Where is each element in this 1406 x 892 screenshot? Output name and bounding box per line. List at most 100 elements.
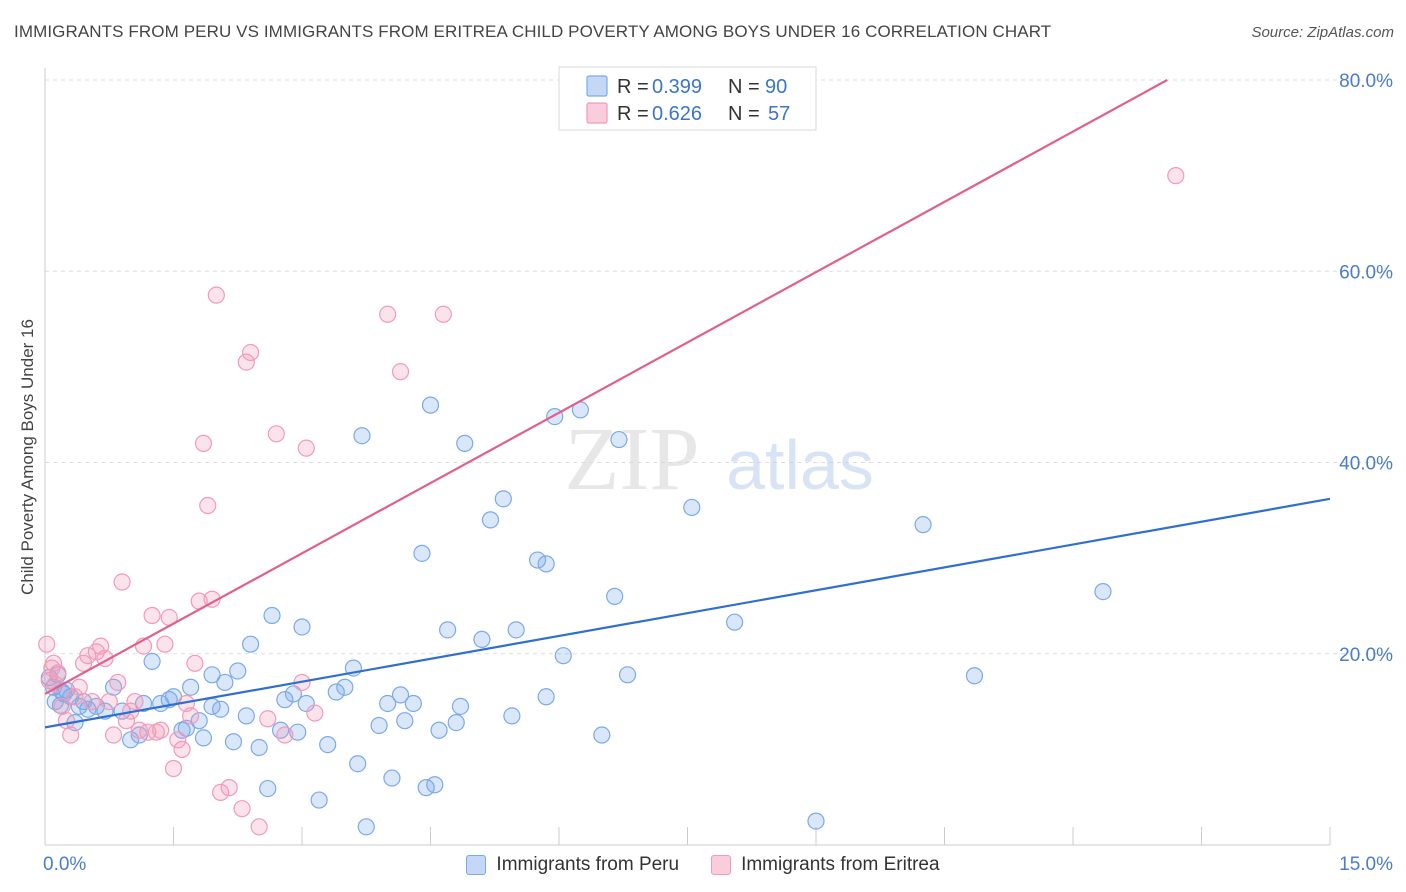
point-eritrea-56 [391,363,410,381]
point-peru-43 [289,723,307,741]
legend-swatch-eritrea-bottom [711,855,732,875]
point-peru-65 [439,621,457,639]
legend-swatch-eritrea [586,102,608,124]
point-peru-58 [396,712,414,730]
point-peru-74 [528,551,547,569]
point-eritrea-37 [186,654,204,672]
x-tick-label-1: 15.0% [1339,854,1393,875]
point-peru-83 [618,666,637,684]
legend-label-eritrea: Immigrants from Eritrea [741,854,940,875]
point-peru-71 [494,490,512,508]
point-eritrea-46 [237,353,255,371]
legend-item-peru: Immigrants from Peru [466,854,679,876]
point-peru-20 [143,652,161,671]
point-peru-33 [224,733,243,751]
point-eritrea-20 [113,573,131,591]
point-peru-51 [349,755,367,773]
point-peru-47 [319,735,337,754]
point-peru-45 [297,694,315,713]
point-peru-82 [610,430,628,449]
point-eritrea-29 [152,721,170,739]
point-peru-66 [447,713,465,732]
point-peru-35 [237,707,255,725]
point-peru-84 [683,498,701,517]
point-peru-67 [451,697,470,715]
point-peru-28 [194,729,213,747]
point-peru-70 [481,511,500,529]
point-peru-31 [212,700,230,718]
chart-source: Source: ZipAtlas.com [1251,24,1394,41]
legend-n-label-eritrea: N = [728,103,760,125]
point-eritrea-43 [212,783,230,802]
y-tick-label-3: 80.0% [1339,71,1393,92]
point-peru-54 [370,716,388,735]
legend-swatch-peru [586,75,608,97]
point-eritrea-40 [199,496,217,515]
legend-r-value-eritrea: 0.626 [652,103,702,125]
y-tick-label-0: 20.0% [1339,645,1393,666]
point-peru-56 [383,769,401,787]
point-eritrea-18 [104,726,123,744]
point-eritrea-30 [156,635,174,653]
point-peru-69 [473,630,491,649]
bottom-legend: Immigrants from Peru Immigrants from Eri… [0,850,1406,880]
point-eritrea-8 [62,726,80,744]
trend-line-peru [44,497,1331,729]
point-peru-72 [503,707,521,725]
point-peru-49 [336,678,354,696]
point-eritrea-33 [169,731,187,749]
legend-n-label-peru: N = [728,76,760,98]
point-peru-48 [327,683,345,701]
point-peru-85 [726,613,744,631]
point-eritrea-27 [143,606,161,625]
point-eritrea-34 [173,740,191,758]
point-peru-52 [353,427,371,445]
point-peru-76 [537,555,555,573]
point-peru-59 [404,694,422,713]
point-eritrea-36 [182,707,200,725]
watermark-atlas: atlas [726,426,874,504]
point-eritrea-32 [164,759,183,778]
point-peru-17 [122,731,140,749]
legend-r-label-peru: R = [617,76,649,98]
y-tick-label-2: 60.0% [1339,262,1393,283]
legend-top: R = 0.399 N = 90 R = 0.626 N = 57 [558,66,817,131]
point-peru-64 [430,721,448,739]
point-peru-62 [421,396,440,414]
point-eritrea-17 [100,692,118,711]
point-peru-26 [182,678,200,696]
point-eritrea-53 [297,439,315,457]
point-peru-88 [965,667,984,685]
point-eritrea-44 [220,779,238,797]
point-peru-86 [807,812,825,830]
point-eritrea-7 [57,712,76,730]
legend-n-value-peru: 90 [765,76,787,98]
watermark: ZIP atlas [565,410,874,509]
point-eritrea-10 [70,678,88,696]
point-peru-68 [456,434,474,452]
point-eritrea-50 [267,425,285,443]
point-eritrea-0 [38,635,56,653]
point-peru-37 [250,738,268,757]
legend-label-peru: Immigrants from Peru [496,854,680,875]
axes [44,68,1331,846]
point-eritrea-45 [233,800,251,818]
point-eritrea-58 [1167,167,1185,185]
point-peru-32 [216,673,234,692]
point-eritrea-23 [126,692,144,711]
point-peru-57 [391,686,410,704]
point-peru-42 [284,685,303,703]
point-peru-34 [229,662,247,680]
point-peru-46 [310,791,328,809]
point-peru-80 [593,726,611,744]
watermark-zip: ZIP [565,410,700,509]
point-eritrea-42 [207,286,225,304]
y-tick-label-1: 40.0% [1339,454,1393,475]
trend-lines [44,79,1331,729]
point-peru-63 [426,776,444,794]
series-eritrea [38,167,1185,836]
point-peru-81 [606,587,624,605]
point-peru-41 [276,691,294,709]
point-peru-75 [537,688,555,706]
y-axis-label: Child Poverty Among Boys Under 16 [18,319,37,595]
